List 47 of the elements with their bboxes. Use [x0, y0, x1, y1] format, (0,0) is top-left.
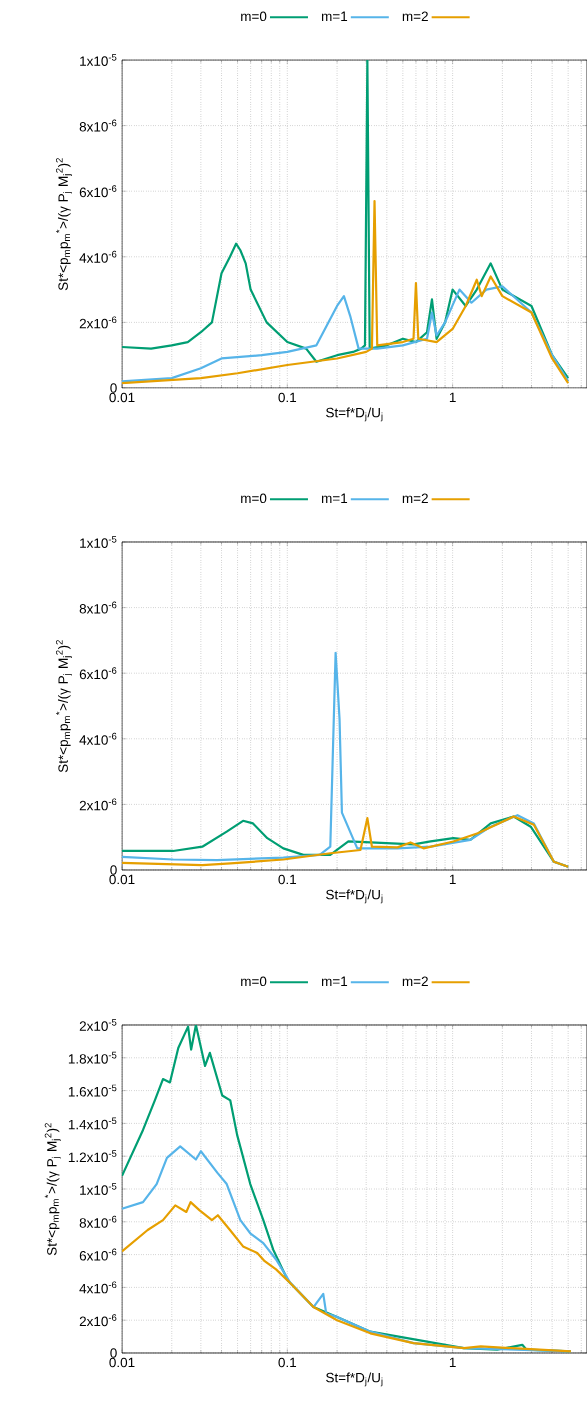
y-tick-label: 1x10$^{-5}$: [80, 536, 117, 548]
y-tick-label: 1.4x10$^{-5}$: [68, 1117, 117, 1130]
y-tick-label: 4x10$^{-6}$: [79, 1281, 117, 1294]
y-tick-label: 2x10$^{-5}$: [79, 1019, 117, 1031]
legend-label: m=2: [402, 493, 428, 503]
y-tick-label: 2x10$^{-6}$: [79, 798, 117, 811]
x-tick-label: 0.01: [109, 392, 135, 403]
y-tick-label: 0: [110, 865, 117, 875]
x-tick-label: 0.1: [278, 1357, 297, 1368]
legend-label: m=1: [321, 11, 348, 21]
y-tick-label: 6x10$^{-6}$: [79, 1248, 117, 1261]
y-tick-label: 8x10$^{-6}$: [79, 601, 117, 614]
x-tick-label: 0.1: [278, 874, 297, 885]
text: St*<p$_{m}$p$_{m}$$^{*}$>/(γ P$_{j}$ M$_{j}$$^{2}$)$^{2}$: [55, 158, 72, 291]
x-tick-label: 1: [449, 392, 456, 402]
y-tick-label: 0: [110, 383, 117, 393]
y-tick-label: 1.2x10$^{-5}$: [68, 1150, 117, 1163]
y-tick-label: 4x10$^{-6}$: [79, 250, 117, 263]
x-tick-label: 0.01: [109, 1357, 135, 1368]
x-tick-label: 1: [449, 1357, 456, 1367]
x-tick-label: 1: [449, 874, 456, 884]
x-axis-title: St=f*D$_{j}$/U$_{j}$: [326, 407, 383, 422]
y-tick-label: 2x10$^{-6}$: [79, 316, 117, 329]
y-tick-label: 1.8x10$^{-5}$: [68, 1051, 117, 1064]
y-tick-label: 1x10$^{-5}$: [80, 54, 117, 66]
x-tick-label: 0.1: [278, 392, 297, 403]
legend-label: m=0: [241, 11, 267, 22]
legend-label: m=2: [402, 976, 428, 986]
text: St*<p$_{m}$p$_{m}$$^{*}$>/(γ P$_{j}$ M$_{j}$$^{2}$)$^{2}$: [44, 1123, 61, 1256]
y-tick-label: 4x10$^{-6}$: [79, 732, 117, 745]
legend-label: m=0: [241, 976, 267, 987]
legend-label: m=0: [241, 493, 267, 504]
y-tick-label: 6x10$^{-6}$: [79, 667, 117, 680]
x-axis-title: St=f*D$_{j}$/U$_{j}$: [326, 889, 383, 904]
y-tick-label: 8x10$^{-6}$: [79, 1215, 117, 1228]
y-tick-label: 6x10$^{-6}$: [79, 185, 117, 198]
text: St*<p$_{m}$p$_{m}$$^{*}$>/(γ P$_{j}$ M$_{j}$$^{2}$)$^{2}$: [55, 640, 72, 773]
legend-label: m=2: [402, 11, 428, 21]
legend-label: m=1: [321, 493, 348, 503]
x-tick-label: 0.01: [109, 874, 135, 885]
y-tick-label: 1.6x10$^{-5}$: [68, 1084, 117, 1097]
y-tick-label: 1x10$^{-5}$: [80, 1183, 117, 1195]
y-tick-label: 8x10$^{-6}$: [79, 119, 117, 132]
legend-label: m=1: [321, 976, 348, 986]
y-tick-label: 0: [110, 1348, 117, 1358]
x-axis-title: St=f*D$_{j}$/U$_{j}$: [326, 1372, 383, 1387]
y-tick-label: 2x10$^{-6}$: [79, 1314, 117, 1327]
